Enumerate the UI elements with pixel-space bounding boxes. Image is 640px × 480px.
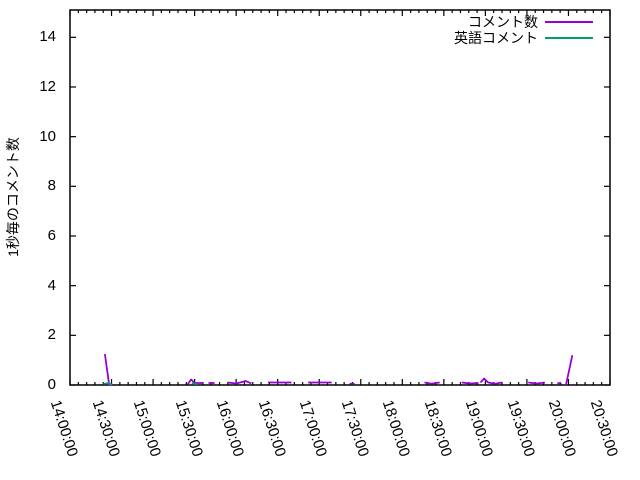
x-tick-label: 18:00:00	[379, 398, 414, 459]
x-tick-label: 20:30:00	[586, 398, 622, 459]
x-tick-label: 19:00:00	[462, 398, 497, 459]
legend-item-english-comments: 英語コメント	[454, 30, 593, 46]
x-tick-label: 17:30:00	[337, 398, 372, 459]
x-tick-label: 16:00:00	[212, 398, 248, 459]
plot-area	[69, 9, 611, 386]
legend: コメント数 英語コメント	[454, 14, 593, 46]
series-line-0	[104, 353, 574, 386]
x-tick-label: 16:30:00	[254, 398, 289, 459]
legend-label-english-comments: 英語コメント	[454, 30, 538, 46]
legend-label-comment-count: コメント数	[468, 14, 538, 30]
y-tick-label: 10	[39, 127, 56, 145]
legend-line-sample-comment-count	[545, 21, 593, 23]
x-tick-label: 20:00:00	[545, 398, 580, 459]
legend-item-comment-count: コメント数	[454, 14, 593, 30]
x-tick-label: 14:00:00	[46, 398, 82, 459]
x-tick-label: 15:30:00	[171, 398, 206, 459]
x-tick-label: 18:30:00	[420, 398, 455, 459]
y-tick-label: 2	[47, 326, 56, 344]
series-line-1	[103, 382, 197, 386]
y-tick-label: 12	[39, 77, 56, 95]
y-tick-label: 4	[47, 276, 56, 294]
axis-ticks	[69, 10, 611, 386]
x-tick-label: 19:30:00	[503, 398, 538, 459]
y-tick-label: 0	[47, 376, 56, 393]
x-tick-label: 17:00:00	[296, 398, 331, 459]
x-tick-label: 14:30:00	[88, 398, 123, 459]
y-tick-label: 14	[39, 28, 56, 46]
legend-line-sample-english-comments	[545, 37, 593, 39]
plot-border	[69, 9, 611, 386]
y-tick-label: 6	[47, 226, 56, 244]
x-tick-label: 15:00:00	[129, 398, 165, 459]
y-tick-label: 8	[47, 177, 56, 195]
